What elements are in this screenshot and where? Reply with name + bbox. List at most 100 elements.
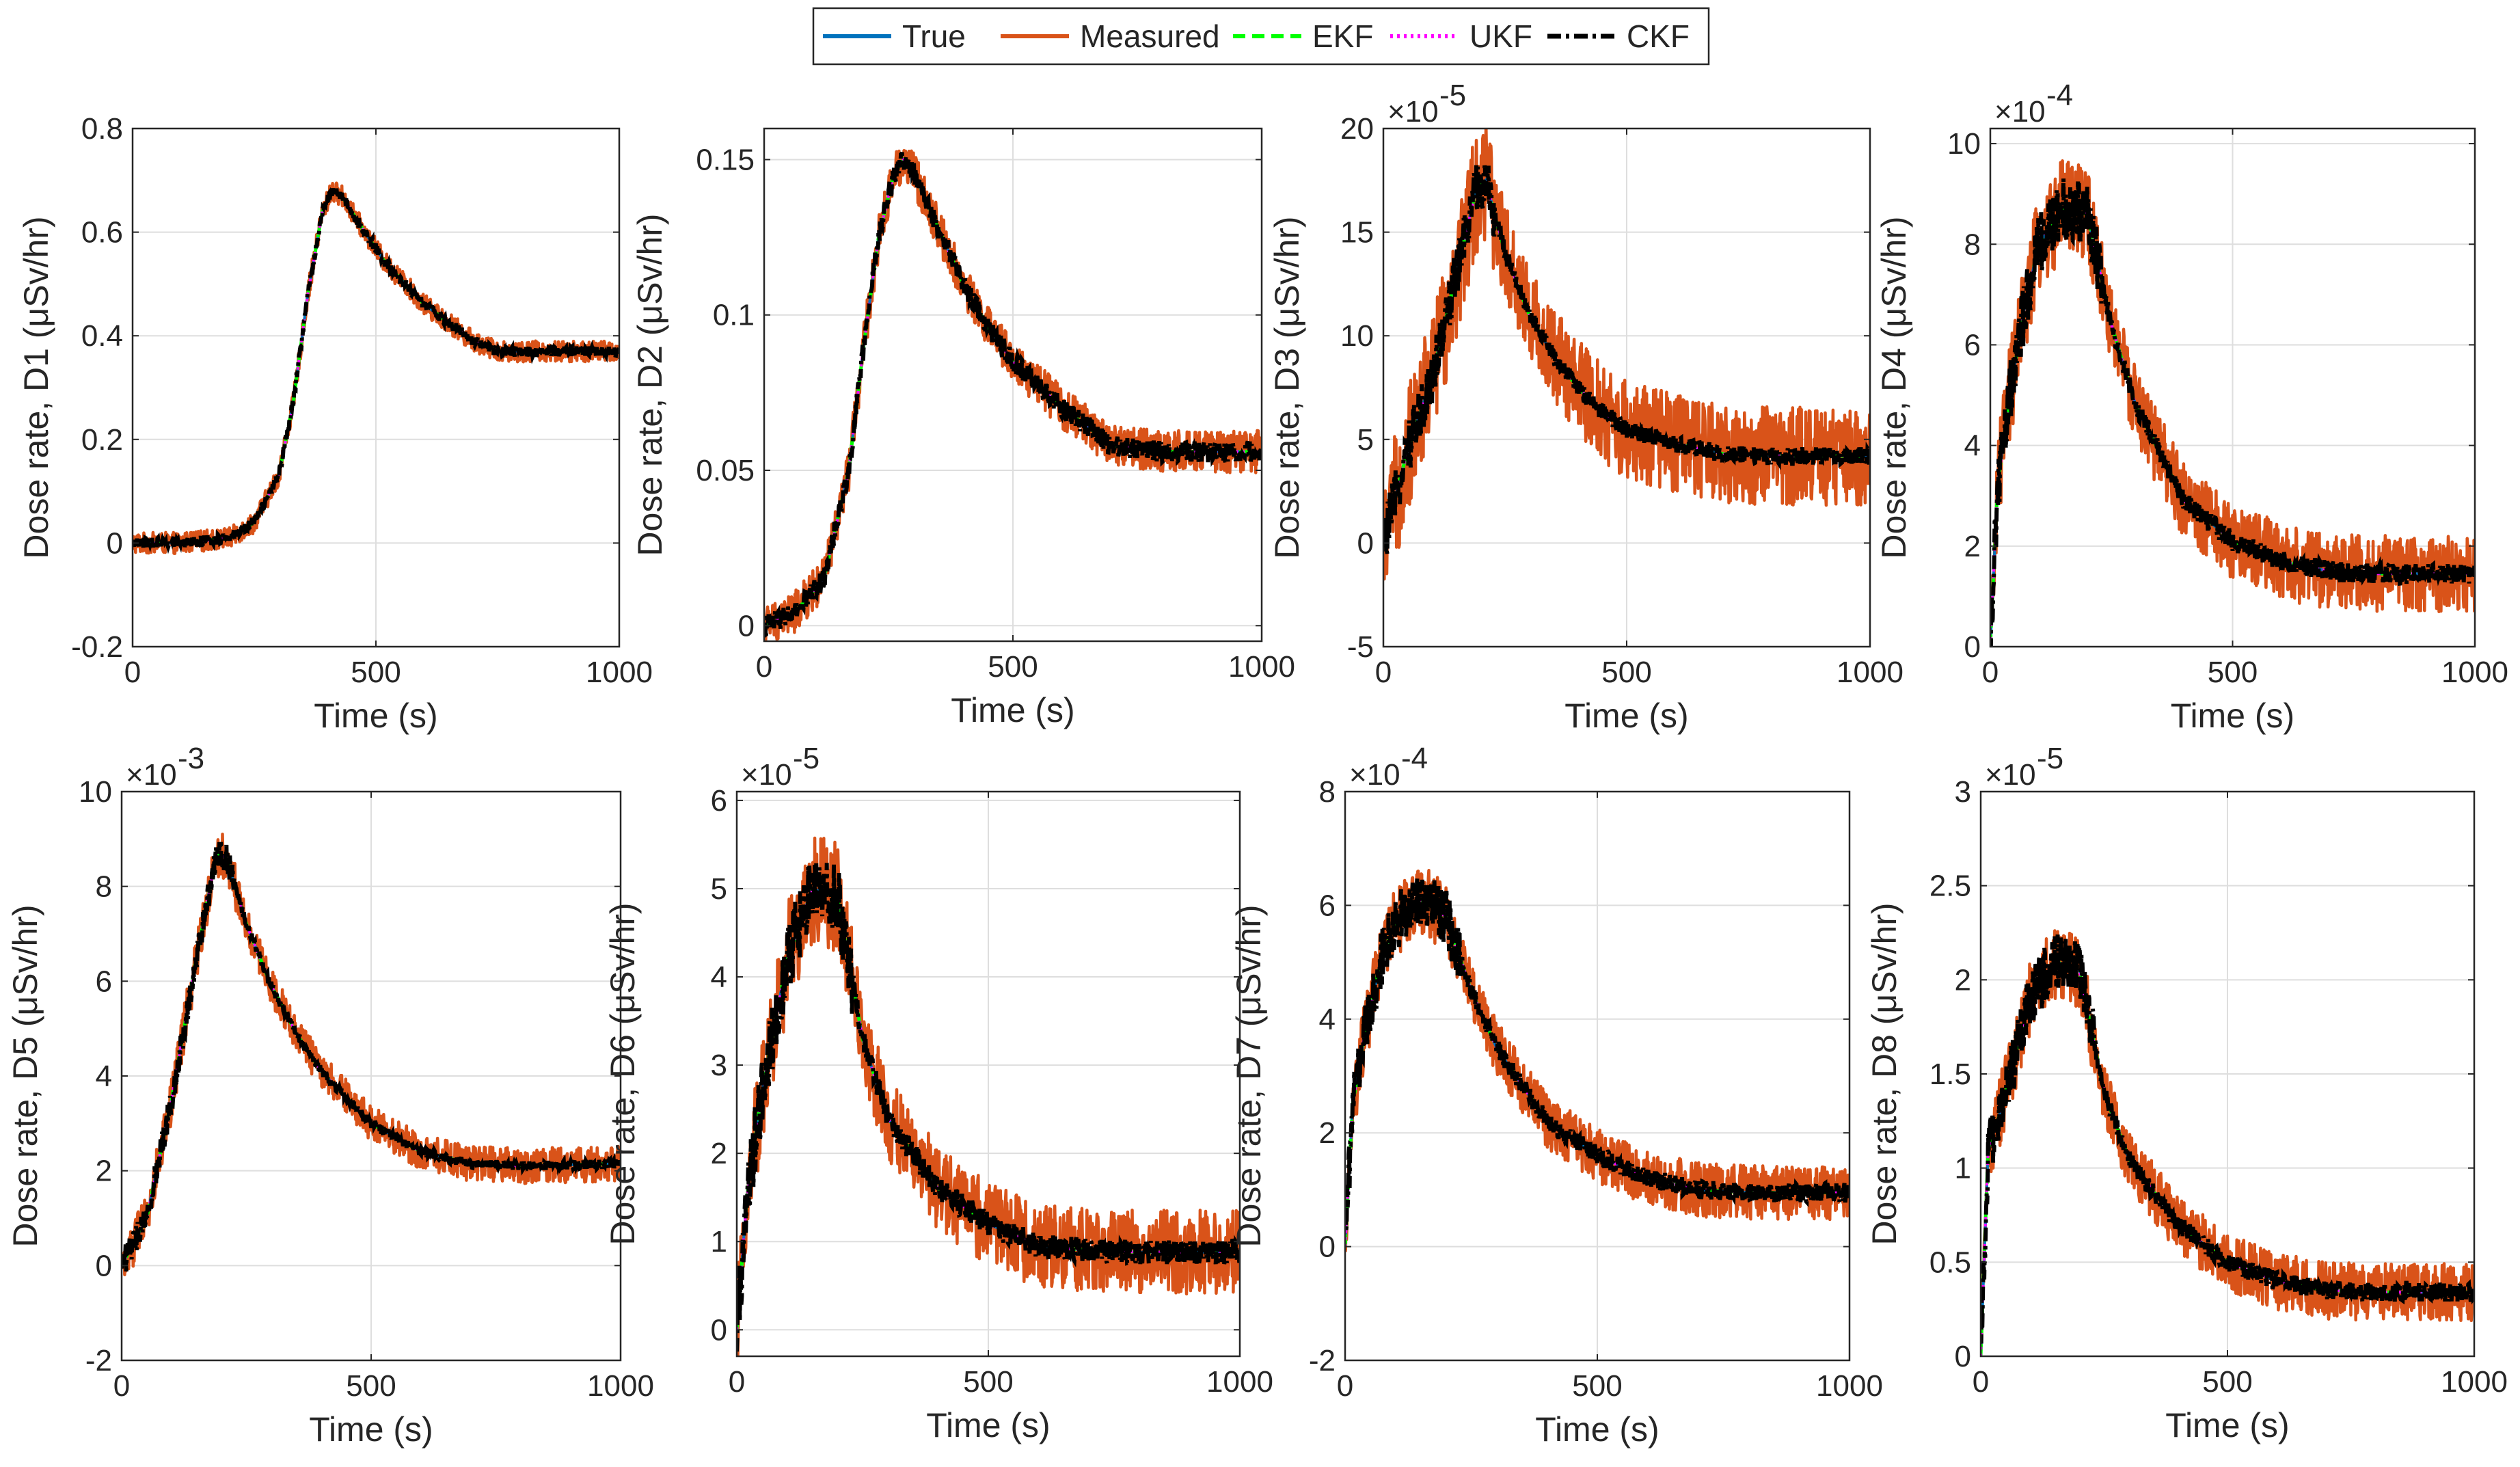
legend-item-ukf: UKF [1390, 18, 1532, 54]
y-tick-label: 2 [1955, 963, 1971, 997]
exponent-base: ×10 [741, 758, 792, 792]
x-tick-label: 0 [1337, 1369, 1353, 1403]
subplot-D8: 0 500 1000 0 0.5 1 1.5 2 2.5 3 Time (s) Dose rate, … [1865, 742, 2508, 1444]
legend-item-true: True [823, 18, 966, 54]
y-tick-label: 2 [1964, 530, 1981, 563]
y-tick-label: 15 [1340, 216, 1374, 250]
x-tick-label: 1000 [2441, 656, 2508, 689]
series-ckf [1345, 876, 1850, 1230]
legend-item-measured: Measured [1001, 18, 1220, 54]
y-tick-label: 4 [1964, 429, 1981, 463]
y-tick-label: 2 [1319, 1116, 1336, 1150]
y-axis-label: Dose rate, D2 (μSv/hr) [631, 213, 669, 556]
series-group [764, 149, 1262, 641]
series-ckf [122, 837, 621, 1272]
y-tick-label: 10 [79, 775, 112, 809]
x-tick-label: 0 [113, 1369, 130, 1403]
series-ckf [764, 151, 1262, 638]
series-measured [1990, 159, 2475, 622]
y-tick-label: -2 [85, 1344, 112, 1377]
y-tick-label: 10 [1947, 127, 1981, 161]
legend-label: CKF [1627, 18, 1690, 54]
x-axis-label: Time (s) [926, 1406, 1050, 1444]
x-tick-label: 1000 [587, 1369, 654, 1403]
subplot-D2: 0 500 1000 0 0.05 0.1 0.15 Time (s) Dose rate, D… [631, 127, 1295, 729]
series-measured [1383, 129, 1870, 581]
x-tick-label: 500 [1601, 656, 1651, 689]
exponent-base: ×10 [1387, 95, 1439, 129]
series-group [1345, 869, 1850, 1252]
y-tick-label: 5 [1357, 423, 1374, 457]
series-measured [737, 836, 1240, 1356]
x-tick-label: 0 [1982, 656, 1999, 689]
subplot-D4: 0 500 1000 0 2 4 6 8 10 Time (s) Dose rate, D4 (μS… [1875, 79, 2508, 735]
series-group [1990, 159, 2475, 647]
exponent-power: -4 [1401, 742, 1428, 775]
x-tick-label: 1000 [586, 656, 653, 689]
y-tick-label: 3 [1955, 775, 1971, 809]
x-tick-label: 1000 [2441, 1365, 2508, 1399]
subplot-D6: 0 500 1000 0 1 2 3 4 5 6 Time (s) Dose rate, D6 (μS… [604, 742, 1273, 1444]
series-group [1383, 129, 1870, 581]
y-tick-label: -5 [1347, 630, 1374, 664]
y-tick-label: 3 [711, 1049, 727, 1082]
y-tick-label: 2 [711, 1137, 727, 1170]
x-tick-label: 500 [351, 656, 401, 689]
y-tick-label: 0.5 [1929, 1246, 1971, 1279]
y-tick-label: -0.2 [71, 630, 123, 664]
series-ckf [1990, 178, 2475, 647]
x-axis-label: Time (s) [1535, 1410, 1659, 1449]
x-axis-label: Time (s) [309, 1410, 433, 1449]
exponent-label: ×10 -5 [1387, 79, 1466, 129]
y-tick-label: 0 [738, 609, 755, 643]
exponent-label: ×10 -4 [1994, 79, 2073, 129]
legend-item-ekf: EKF [1233, 18, 1373, 54]
x-tick-label: 0 [1375, 656, 1392, 689]
y-tick-label: 4 [96, 1060, 112, 1093]
y-axis-label: Dose rate, D7 (μSv/hr) [1230, 904, 1268, 1247]
exponent-power: -5 [1439, 79, 1466, 112]
series-ckf [737, 861, 1240, 1352]
exponent-label: ×10 -5 [741, 742, 819, 792]
series-group [1981, 929, 2474, 1356]
x-tick-label: 1000 [1206, 1365, 1273, 1399]
y-tick-label: 0.4 [81, 319, 123, 353]
series-ckf [1383, 164, 1870, 554]
x-axis-label: Time (s) [951, 691, 1074, 729]
y-tick-label: 0 [1357, 526, 1374, 560]
y-tick-label: 0 [1964, 630, 1981, 664]
x-tick-label: 0 [729, 1365, 745, 1399]
exponent-power: -5 [793, 742, 819, 775]
exponent-label: ×10 -5 [1985, 742, 2063, 792]
series-group [737, 836, 1240, 1356]
x-tick-label: 1000 [1837, 656, 1903, 689]
x-tick-label: 0 [124, 656, 141, 689]
y-tick-label: 6 [1319, 889, 1336, 922]
y-tick-label: 0.8 [81, 112, 123, 146]
y-tick-label: 10 [1340, 319, 1374, 353]
y-tick-label: 8 [1319, 775, 1336, 809]
exponent-power: -5 [2037, 742, 2063, 775]
x-tick-label: 1000 [1816, 1369, 1883, 1403]
legend-item-ckf: CKF [1547, 18, 1690, 54]
y-tick-label: 1.5 [1929, 1058, 1971, 1091]
y-tick-label: 6 [1964, 328, 1981, 362]
y-tick-label: 8 [1964, 228, 1981, 261]
exponent-base: ×10 [1985, 758, 2036, 792]
series-ckf [1981, 934, 2474, 1344]
legend-label: EKF [1312, 18, 1373, 54]
legend-label: UKF [1469, 18, 1532, 54]
legend-label: True [902, 18, 966, 54]
y-axis-label: Dose rate, D8 (μSv/hr) [1865, 902, 1903, 1245]
y-tick-label: 2.5 [1929, 870, 1971, 903]
y-tick-label: 0 [711, 1313, 727, 1347]
x-tick-label: 500 [988, 650, 1038, 684]
y-tick-label: 0.6 [81, 216, 123, 250]
exponent-power: -4 [2046, 79, 2073, 112]
x-axis-label: Time (s) [2165, 1406, 2289, 1444]
x-axis-label: Time (s) [1564, 697, 1688, 735]
y-tick-label: 0.15 [696, 143, 755, 176]
